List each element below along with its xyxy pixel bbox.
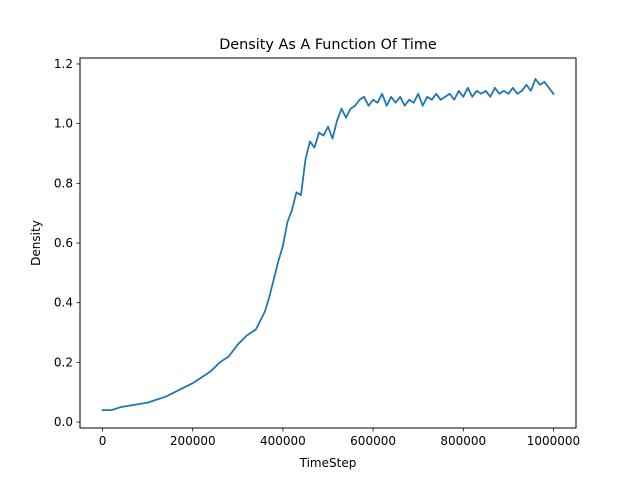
chart-title: Density As A Function Of Time bbox=[219, 37, 437, 53]
x-tick-label: 200000 bbox=[170, 434, 216, 448]
x-axis-ticks: 0 200000 400000 600000 800000 1000000 bbox=[99, 428, 580, 448]
y-tick-label: 0.6 bbox=[54, 236, 73, 250]
y-axis-title: Density bbox=[29, 220, 43, 266]
y-tick-label: 0.2 bbox=[54, 355, 73, 369]
y-axis-ticks: 0.0 0.2 0.4 0.6 0.8 1.0 1.2 bbox=[54, 57, 80, 429]
y-tick-label: 0.4 bbox=[54, 296, 73, 310]
x-axis-title: TimeStep bbox=[299, 456, 357, 470]
x-tick-label: 1000000 bbox=[527, 434, 580, 448]
plot-area bbox=[101, 77, 555, 412]
x-tick-label: 600000 bbox=[350, 434, 396, 448]
y-tick-label: 1.0 bbox=[54, 117, 73, 131]
y-tick-label: 0.0 bbox=[54, 415, 73, 429]
y-tick-label: 0.8 bbox=[54, 176, 73, 190]
density-series-line bbox=[101, 77, 555, 412]
axes-frame bbox=[79, 57, 577, 429]
y-tick-label: 1.2 bbox=[54, 57, 73, 71]
x-tick-label: 800000 bbox=[440, 434, 486, 448]
x-tick-label: 400000 bbox=[260, 434, 306, 448]
x-tick-label: 0 bbox=[99, 434, 107, 448]
